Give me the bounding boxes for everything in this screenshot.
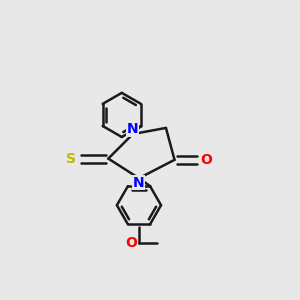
Text: S: S: [67, 152, 76, 166]
Text: O: O: [125, 236, 137, 250]
Text: N: N: [133, 176, 145, 190]
Text: O: O: [200, 153, 212, 167]
Text: N: N: [127, 122, 139, 136]
